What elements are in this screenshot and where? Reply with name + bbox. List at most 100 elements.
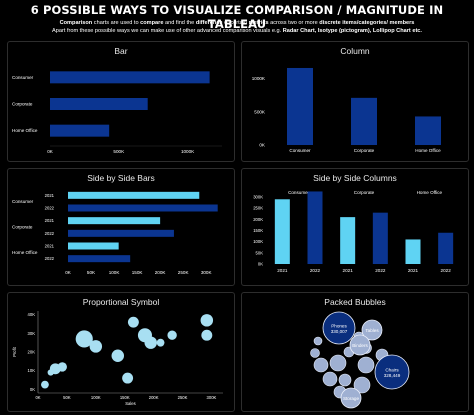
bubble — [353, 376, 371, 394]
y-tick-label: 150K — [253, 228, 263, 233]
year-label: 2021 — [408, 268, 419, 273]
year-label: 2021 — [45, 193, 55, 198]
x-tick-label: 150K — [132, 270, 144, 275]
category-label: Home Office — [12, 128, 38, 133]
column-2021 — [340, 217, 356, 264]
x-tick-label: 0K — [47, 149, 54, 154]
subtitle-line-2-segment: Radar Chart, Isotype (pictogram), Lollip… — [282, 28, 422, 34]
y-tick-label: 30K — [28, 331, 36, 336]
category-label: Consumer — [12, 75, 34, 80]
scatter-point — [127, 316, 139, 328]
side-by-side-columns-title: Side by Side Columns — [313, 173, 397, 183]
subtitle-line-1-segment: of certain — [222, 20, 249, 26]
bubble — [313, 357, 329, 373]
bar-chart-panel: Bar Consumer Corporate Home Office 0K 500K 10… — [7, 41, 235, 162]
column-chart: Consumer Corporate Home Office 0K 500K 1000K — [252, 67, 441, 153]
bubble-label: Storage — [343, 396, 360, 401]
category-label: Consumer — [288, 190, 310, 195]
x-tick-label: 200K — [149, 395, 159, 400]
bubble-chairs — [374, 354, 410, 390]
bar-2022 — [68, 204, 218, 212]
bar-2022 — [68, 255, 131, 263]
y-tick-label: 10K — [28, 368, 36, 373]
subtitle-line-1-segment: across two or more — [268, 20, 320, 26]
bar-2021 — [68, 191, 200, 199]
proportional-symbol-panel: Proportional Symbol 0K 10K 20K 30K 40K 0K 50K 1… — [7, 292, 235, 412]
x-tick-label: 150K — [120, 395, 130, 400]
bubble-storage — [340, 387, 362, 409]
page-title: 6 POSSIBLE WAYS TO VISUALIZE COMPARISON … — [30, 3, 444, 31]
bubble-value: 330,007 — [331, 329, 348, 334]
column-chart-panel: Column Consumer Corporate Home Office 0K 500… — [241, 41, 469, 162]
x-tick-label: 100K — [91, 395, 101, 400]
category-label: Corporate — [354, 148, 375, 153]
category-label: Corporate — [354, 190, 375, 195]
y-tick-label: 0K — [30, 387, 35, 392]
x-tick-label: 50K — [87, 270, 96, 275]
bubble-value: 328,449 — [384, 373, 401, 378]
x-axis-title: Sales — [125, 401, 135, 406]
scatter-point — [122, 372, 134, 384]
subtitle-line-1-segment: Comparison — [59, 20, 93, 26]
year-label: 2022 — [310, 268, 321, 273]
proportional-symbol-title: Proportional Symbol — [82, 297, 160, 307]
scatter-point — [167, 330, 177, 340]
x-tick-label: 0K — [35, 395, 40, 400]
category-label: Consumer — [289, 148, 311, 153]
column — [351, 97, 377, 145]
subtitle-line-1-segment: difference — [195, 20, 223, 26]
bar — [50, 124, 110, 137]
side-by-side-bars-title: Side by Side Bars — [87, 173, 155, 183]
x-tick-label: 300K — [201, 270, 213, 275]
subtitle-line-1-segment: charts are used to — [92, 20, 141, 26]
column-chart-title: Column — [340, 46, 370, 56]
proportional-symbol-chart: 0K 10K 20K 30K 40K 0K 50K 100K 150K 200K 250K 300K S… — [12, 311, 223, 406]
scatter-point — [111, 349, 125, 362]
scatter-point — [89, 340, 103, 353]
bubble — [357, 356, 375, 374]
category-label: Home Office — [12, 250, 38, 255]
category-label: Consumer — [12, 199, 34, 204]
column-2021 — [405, 239, 421, 264]
category-label: Corporate — [12, 225, 33, 230]
y-tick-label: 0K — [259, 143, 266, 148]
bar — [50, 71, 210, 84]
x-tick-label: 50K — [63, 395, 71, 400]
subtitle-line-2: Apart from these possible ways we can ma… — [0, 28, 474, 34]
year-label: 2022 — [45, 231, 55, 236]
y-tick-label: 200K — [253, 217, 263, 222]
bubble-binders — [349, 334, 371, 356]
year-label: 2021 — [45, 244, 55, 249]
bubble — [313, 336, 323, 346]
year-label: 2022 — [375, 268, 386, 273]
subtitle-line-1-segment: compare — [140, 20, 164, 26]
side-by-side-bars-panel: Side by Side Bars Consumer 2021 2022 Corpor… — [7, 168, 235, 286]
bar-2021 — [68, 242, 119, 250]
year-label: 2022 — [441, 268, 452, 273]
packed-bubbles-title: Packed Bubbles — [324, 297, 386, 307]
y-tick-label: 0K — [258, 262, 263, 267]
year-label: 2022 — [45, 256, 55, 261]
bubble-tables — [361, 319, 383, 341]
side-by-side-columns-panel: Side by Side Columns Consumer 2021 2022 Cor… — [241, 168, 469, 286]
bar-2021 — [68, 217, 161, 225]
y-tick-label: 50K — [256, 250, 264, 255]
scatter-point — [200, 314, 214, 327]
bubble — [329, 354, 347, 372]
x-tick-label: 200K — [155, 270, 167, 275]
x-tick-label: 250K — [178, 270, 190, 275]
x-tick-label: 1000K — [181, 149, 195, 154]
y-tick-label: 20K — [28, 350, 36, 355]
side-by-side-columns-chart: Consumer 2021 2022 Corporate 2021 2022 Home Of… — [253, 190, 454, 273]
x-tick-label: 500K — [113, 149, 125, 154]
x-tick-label: 0K — [65, 270, 72, 275]
bar-chart: Consumer Corporate Home Office 0K 500K 1000K — [12, 71, 222, 154]
bubble — [310, 348, 320, 358]
bar — [50, 98, 148, 110]
year-label: 2021 — [343, 268, 354, 273]
y-tick-label: 300K — [253, 195, 263, 200]
year-label: 2021 — [45, 218, 55, 223]
column — [415, 116, 441, 145]
scatter-point — [156, 338, 165, 347]
